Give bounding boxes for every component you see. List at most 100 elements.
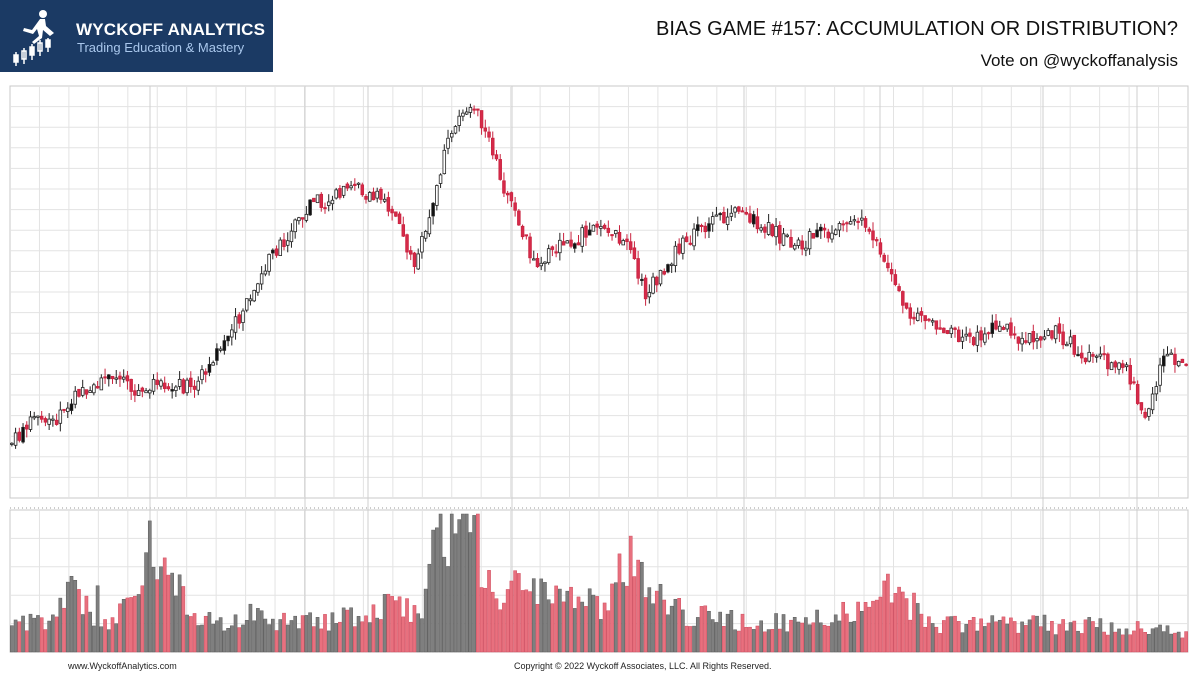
volume-bar	[800, 622, 804, 653]
candle-body	[1035, 338, 1039, 342]
volume-bar	[1124, 628, 1129, 653]
candle-body	[80, 387, 85, 396]
candle-body	[84, 389, 89, 395]
candle-body	[677, 243, 681, 254]
candle-body	[222, 340, 227, 351]
candle-body	[532, 258, 536, 261]
volume-bar	[994, 621, 998, 653]
candle-body	[267, 253, 271, 272]
volume-bar	[1135, 621, 1140, 653]
candle-body	[326, 201, 331, 206]
volume-bar	[543, 582, 547, 653]
candle-body	[1001, 326, 1006, 330]
volume-bar	[416, 613, 421, 653]
candle-body	[673, 245, 678, 267]
volume-bar	[1109, 622, 1114, 653]
candle-body	[770, 224, 775, 237]
candle-body	[860, 217, 864, 221]
candle-body	[628, 241, 633, 250]
candle-body	[554, 251, 558, 254]
candle-body	[278, 239, 283, 256]
candle-body	[565, 240, 570, 244]
volume-bar	[1169, 633, 1174, 653]
volume-bar	[599, 619, 603, 653]
candle-body	[43, 418, 48, 423]
volume-bar	[744, 627, 749, 653]
candle-body	[878, 242, 883, 255]
candle-body	[248, 298, 253, 302]
volume-bar	[435, 527, 439, 653]
candle-body	[1128, 364, 1132, 385]
volume-bar	[1147, 634, 1151, 653]
candle-body	[998, 325, 1002, 332]
volume-bar	[263, 618, 268, 653]
volume-bar	[356, 616, 361, 653]
volume-bar	[1031, 615, 1036, 653]
volume-bar	[748, 626, 752, 653]
candle-body	[632, 247, 637, 260]
candle-body	[655, 276, 659, 286]
candle-body	[841, 223, 845, 226]
volume-bar	[535, 604, 540, 653]
volume-bar	[848, 621, 853, 653]
candle-body	[930, 320, 935, 323]
candle-body	[218, 348, 223, 351]
candle-body	[681, 237, 685, 254]
candle-body	[450, 133, 454, 138]
volume-bar	[975, 630, 980, 653]
candle-body	[520, 225, 525, 238]
footer-website[interactable]: www.WyckoffAnalytics.com	[68, 661, 177, 671]
volume-bar	[699, 606, 704, 653]
candle-body	[979, 330, 983, 341]
volume-bar	[334, 623, 339, 653]
candle-body	[394, 211, 398, 217]
volume-bar	[945, 616, 950, 653]
volume-bar	[1094, 627, 1099, 653]
volume-bar	[546, 599, 551, 653]
candle-body	[1109, 362, 1114, 371]
candle-body	[397, 213, 402, 225]
volume-bar	[587, 588, 592, 653]
candle-body	[662, 271, 666, 275]
candle-body	[934, 320, 939, 330]
candle-body	[1053, 325, 1058, 340]
candle-body	[1012, 333, 1017, 336]
volume-bar	[807, 624, 812, 653]
candle-body	[17, 431, 22, 441]
volume-bar	[24, 630, 29, 653]
candle-body	[1135, 384, 1140, 404]
candle-body	[658, 269, 663, 285]
candle-body	[103, 376, 107, 379]
candle-body	[39, 415, 44, 420]
volume-bar	[136, 594, 141, 653]
volume-bar	[979, 618, 983, 653]
volume-bar	[315, 617, 320, 653]
volume-bar	[602, 602, 607, 653]
candle-body	[569, 239, 573, 247]
candle-body	[785, 234, 789, 237]
candle-body	[360, 184, 365, 196]
volume-bar	[80, 614, 85, 653]
candle-body	[617, 231, 622, 244]
candle-body	[28, 416, 33, 430]
candle-body	[696, 224, 700, 231]
candle-body	[498, 159, 502, 180]
volume-bar	[1053, 634, 1058, 653]
candle-body	[312, 197, 316, 203]
candle-body	[136, 389, 141, 396]
volume-bar	[282, 612, 286, 653]
candle-body	[379, 188, 383, 200]
candle-body	[587, 229, 592, 236]
volume-bar	[815, 609, 819, 653]
candle-body	[699, 224, 704, 227]
volume-bar	[58, 597, 63, 653]
candle-body	[807, 231, 812, 250]
volume-bar	[1072, 620, 1077, 653]
candle-body	[121, 376, 126, 380]
volume-bar	[144, 552, 148, 653]
volume-bar	[1079, 633, 1084, 653]
runner-on-candles-icon	[13, 10, 54, 66]
volume-bar	[364, 615, 368, 653]
volume-bar	[502, 602, 506, 653]
volume-bar	[1176, 631, 1181, 653]
